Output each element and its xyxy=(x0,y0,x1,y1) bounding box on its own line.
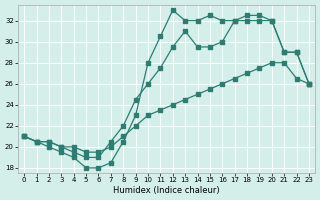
X-axis label: Humidex (Indice chaleur): Humidex (Indice chaleur) xyxy=(113,186,220,195)
